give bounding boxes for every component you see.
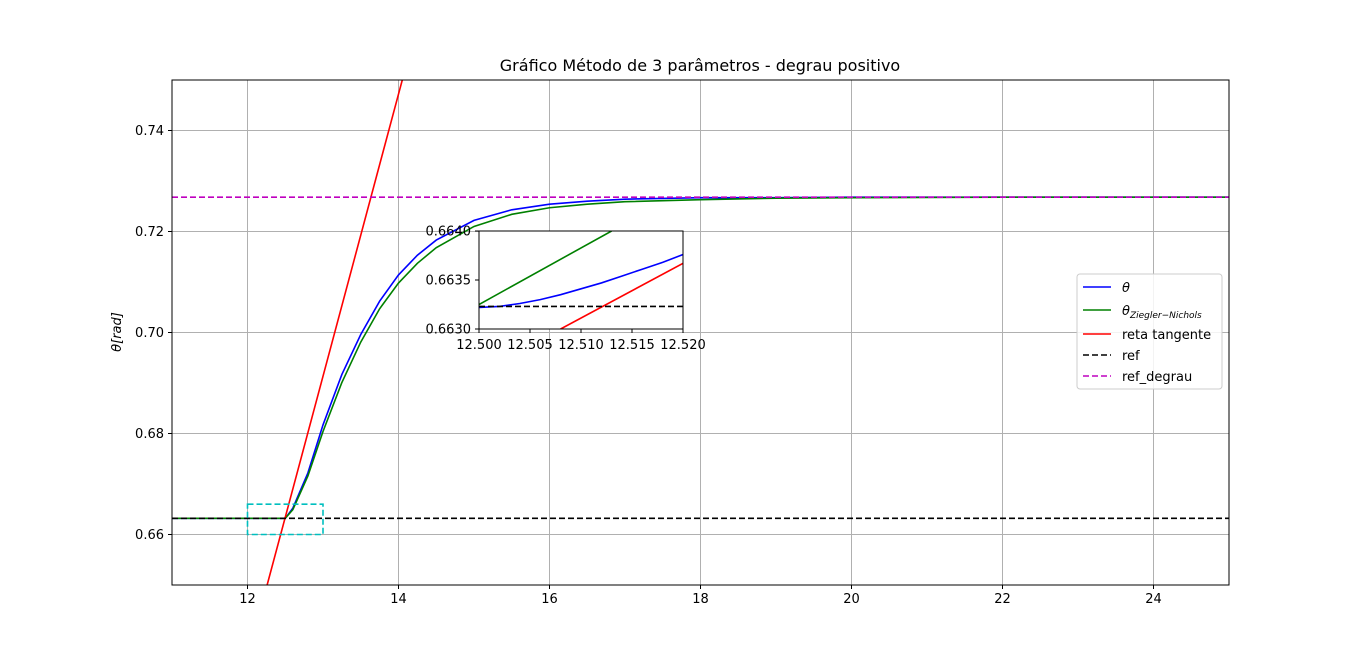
y-tick-label: 0.72 [135,225,164,240]
legend-label: θZiegler−Nichols [1122,304,1202,321]
y-tick-label: 0.74 [135,124,164,139]
main-ticks: 12 14 16 18 20 22 24 0.66 0.68 0.70 0.72 0.74 [135,124,1162,607]
inset-series-line [479,253,683,309]
y-tick-label: 0.70 [135,326,164,341]
inset-y-tick-label: 0.6635 [426,274,472,289]
inset-x-tick-label: 12.515 [609,338,655,353]
x-tick-label: 16 [541,592,558,607]
inset-x-tick-label: 12.510 [558,338,604,353]
inset-axes: 12.500 12.505 12.510 12.515 12.520 0.6630 0.66… [426,225,706,354]
series-line-retatangente [266,80,404,585]
legend-label: ref [1122,349,1140,364]
series-line- [172,196,1229,520]
y-axis-label: θ[rad] [110,312,125,352]
legend-label: reta tangente [1122,328,1211,343]
inset-x-tick-label: 12.500 [456,338,502,353]
inset-series-group [479,231,683,329]
inset-y-tick-label: 0.6630 [426,323,472,338]
main-grid [172,80,1229,585]
x-tick-label: 20 [843,592,860,607]
x-tick-label: 24 [1145,592,1162,607]
inset-x-tick-label: 12.520 [660,338,706,353]
legend: θ θZiegler−Nichols reta tangente ref ref_deg… [1076,273,1223,390]
inset-series-line [560,262,683,329]
series-line--zieglernichols [172,196,1229,520]
legend-label: θ [1122,281,1130,296]
x-tick-label: 12 [239,592,256,607]
inset-x-tick-label: 12.505 [507,338,553,353]
legend-box [1076,273,1223,390]
x-tick-label: 18 [692,592,709,607]
x-tick-label: 22 [994,592,1011,607]
legend-label: ref_degrau [1122,370,1192,385]
inset-series-line [479,231,612,306]
x-tick-label: 14 [390,592,407,607]
chart-title: Gráfico Método de 3 parâmetros - degrau … [500,56,900,75]
main-series-group [172,80,1229,585]
zoom-region-box [246,503,324,536]
inset-y-tick-label: 0.6640 [426,225,472,240]
y-tick-label: 0.66 [135,528,164,543]
y-tick-label: 0.68 [135,427,164,442]
